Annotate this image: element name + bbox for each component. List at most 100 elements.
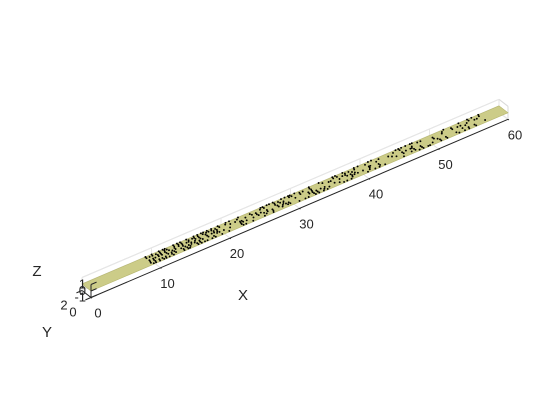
data-point <box>416 141 419 144</box>
data-point <box>199 237 202 240</box>
data-point <box>254 212 257 215</box>
data-point <box>364 163 366 166</box>
data-point <box>175 242 178 245</box>
data-point <box>431 136 434 139</box>
data-point <box>218 230 221 233</box>
data-point <box>237 216 239 219</box>
data-point <box>273 202 276 205</box>
data-point <box>164 255 167 258</box>
data-point <box>392 151 394 154</box>
data-point <box>369 164 372 167</box>
data-point <box>349 173 352 176</box>
data-point <box>299 193 302 196</box>
data-point <box>210 229 213 232</box>
data-point <box>213 231 216 234</box>
data-point <box>391 155 393 158</box>
data-point <box>279 201 282 204</box>
data-point <box>333 181 336 184</box>
x-tick <box>438 148 440 151</box>
data-point <box>196 242 199 245</box>
data-point <box>404 149 407 152</box>
data-point <box>464 129 466 132</box>
data-point <box>282 200 285 203</box>
data-point <box>329 180 332 183</box>
data-point <box>173 245 176 248</box>
data-point <box>281 203 284 206</box>
data-point <box>410 150 413 153</box>
data-point <box>465 122 468 124</box>
z-axis-label: Z <box>32 263 41 280</box>
x-tick-label: 40 <box>369 187 383 202</box>
data-point <box>163 251 166 253</box>
data-point <box>201 233 204 236</box>
data-point <box>458 131 461 134</box>
data-point <box>154 256 157 259</box>
data-point <box>228 229 231 232</box>
data-point <box>398 149 401 152</box>
data-point <box>187 240 190 243</box>
data-point <box>404 145 407 147</box>
data-point <box>174 248 177 250</box>
data-point <box>265 212 268 215</box>
data-point <box>171 249 174 252</box>
data-point <box>148 259 151 262</box>
data-point <box>439 138 441 141</box>
data-point <box>353 173 356 176</box>
data-point <box>154 253 157 256</box>
data-point <box>323 185 326 188</box>
data-point <box>194 239 196 242</box>
data-point <box>168 255 171 258</box>
data-point <box>440 139 443 142</box>
data-point <box>378 165 381 168</box>
data-point <box>341 171 344 174</box>
data-point <box>356 165 359 168</box>
data-point <box>157 250 160 253</box>
data-point <box>281 205 284 208</box>
data-point <box>409 147 412 150</box>
data-point <box>250 213 253 216</box>
data-point <box>277 205 280 208</box>
data-point <box>185 238 188 241</box>
data-point <box>216 231 219 234</box>
data-point <box>212 230 215 233</box>
data-point <box>408 143 411 146</box>
data-point <box>214 235 217 238</box>
data-point <box>422 146 425 149</box>
y-tick-label: 0 <box>69 305 76 320</box>
data-point <box>350 177 353 180</box>
data-point <box>287 195 289 198</box>
data-point <box>366 161 369 163</box>
x-ticks: 0 10 20 30 40 50 60 <box>90 118 522 321</box>
data-point <box>327 181 330 183</box>
x-axis-label: X <box>238 287 248 304</box>
data-point <box>370 159 372 162</box>
data-point <box>310 188 313 191</box>
z-tick-label: 0 <box>79 283 86 298</box>
data-point <box>321 182 324 185</box>
data-point <box>163 257 166 260</box>
data-point <box>239 220 241 223</box>
data-point <box>467 126 470 129</box>
data-point <box>186 246 189 249</box>
data-point <box>444 135 447 138</box>
data-point <box>218 226 221 229</box>
data-point <box>165 248 168 251</box>
data-point <box>318 191 321 194</box>
data-point <box>210 228 213 230</box>
data-point <box>353 168 356 171</box>
data-point <box>287 201 290 204</box>
data-point <box>145 257 148 260</box>
data-point <box>177 243 180 246</box>
data-point <box>429 144 432 147</box>
data-point <box>200 241 203 244</box>
data-point <box>464 124 467 127</box>
data-point <box>344 174 347 176</box>
data-point <box>224 223 227 226</box>
data-point <box>184 245 187 248</box>
data-point <box>206 239 209 242</box>
data-point <box>394 149 397 152</box>
data-point <box>308 192 311 195</box>
data-point <box>287 203 290 206</box>
data-point <box>470 116 473 119</box>
